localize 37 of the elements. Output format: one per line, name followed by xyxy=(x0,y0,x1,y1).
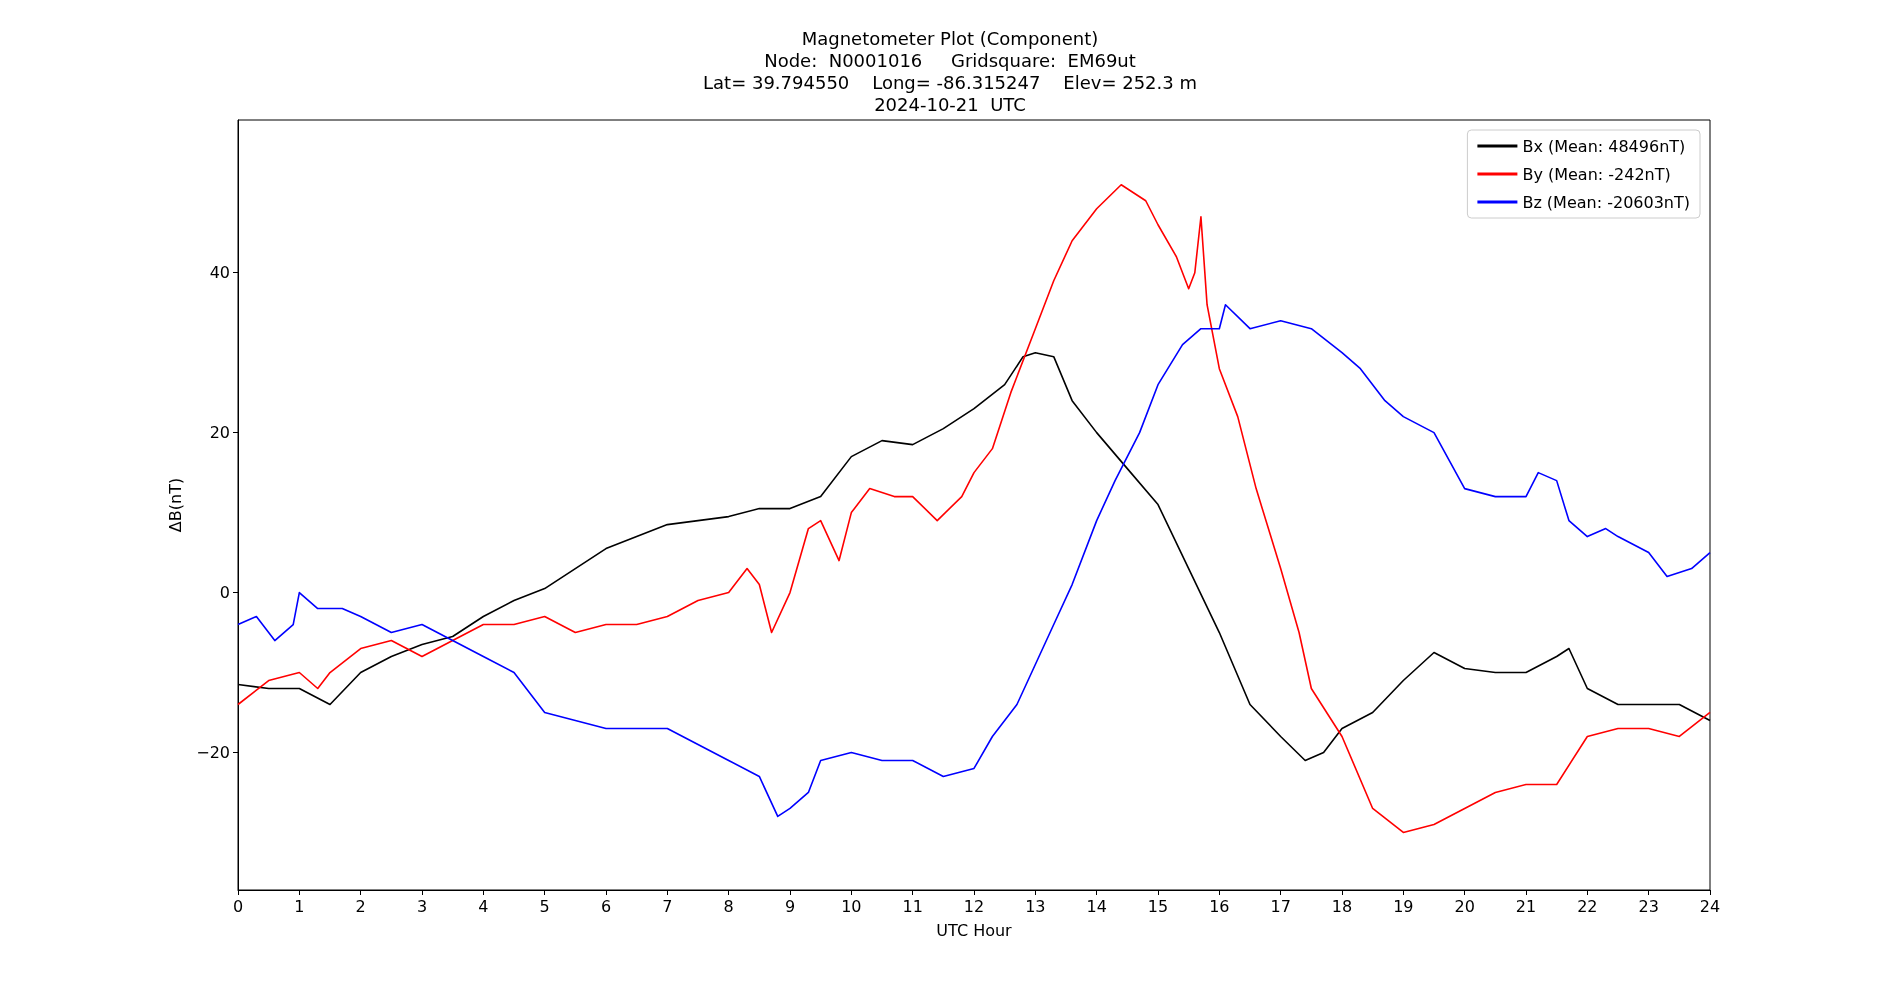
y-axis-title: ΔB(nT) xyxy=(165,477,185,533)
x-tick-label: 6 xyxy=(600,896,612,916)
x-tick-label: 11 xyxy=(902,896,923,916)
x-tick-label: 15 xyxy=(1147,896,1169,916)
x-tick-label: 7 xyxy=(662,896,673,916)
legend-label: Bz (Mean: -20603nT) xyxy=(1522,192,1691,212)
x-tick-label: 3 xyxy=(416,896,428,916)
x-tick-label: 24 xyxy=(1699,896,1721,916)
x-tick-label: 8 xyxy=(723,896,734,916)
y-tick-label: 0 xyxy=(219,583,230,603)
x-tick-label: 9 xyxy=(784,896,796,916)
x-tick-label: 17 xyxy=(1270,896,1291,916)
x-tick-label: 13 xyxy=(1025,896,1046,916)
line-series xyxy=(237,303,1711,818)
x-tick-label: 22 xyxy=(1577,896,1598,916)
x-tick-label: 14 xyxy=(1086,896,1107,916)
x-tick-label: 21 xyxy=(1515,896,1537,916)
x-tick-label: 18 xyxy=(1331,896,1353,916)
x-tick-label: 2 xyxy=(355,896,366,916)
line-series xyxy=(237,183,1711,834)
x-tick-label: 10 xyxy=(841,896,862,916)
x-tick-label: 20 xyxy=(1454,896,1475,916)
x-tick-label: 0 xyxy=(232,896,244,916)
x-tick-label: 4 xyxy=(478,896,489,916)
y-tick-label: 40 xyxy=(209,263,230,283)
x-tick-label: 5 xyxy=(539,896,550,916)
x-tick-label: 1 xyxy=(294,896,305,916)
x-tick-label: 16 xyxy=(1209,896,1230,916)
legend-label: Bx (Mean: 48496nT) xyxy=(1522,136,1686,156)
x-tick-label: 12 xyxy=(963,896,985,916)
x-tick-label: 23 xyxy=(1638,896,1659,916)
y-tick-label: 20 xyxy=(209,423,230,443)
x-axis-title: UTC Hour xyxy=(936,920,1013,940)
y-tick-label: −20 xyxy=(196,742,230,762)
legend-label: By (Mean: -242nT) xyxy=(1522,164,1671,184)
x-tick-label: 19 xyxy=(1393,896,1414,916)
chart-title: Magnetometer Plot (Component) Node: N0001016 Gridsquare: EM69ut Lat= 39.794550 Long= -86.315247 Elev= 252.3 m 2024-10-21 UTC xyxy=(703,27,1197,115)
